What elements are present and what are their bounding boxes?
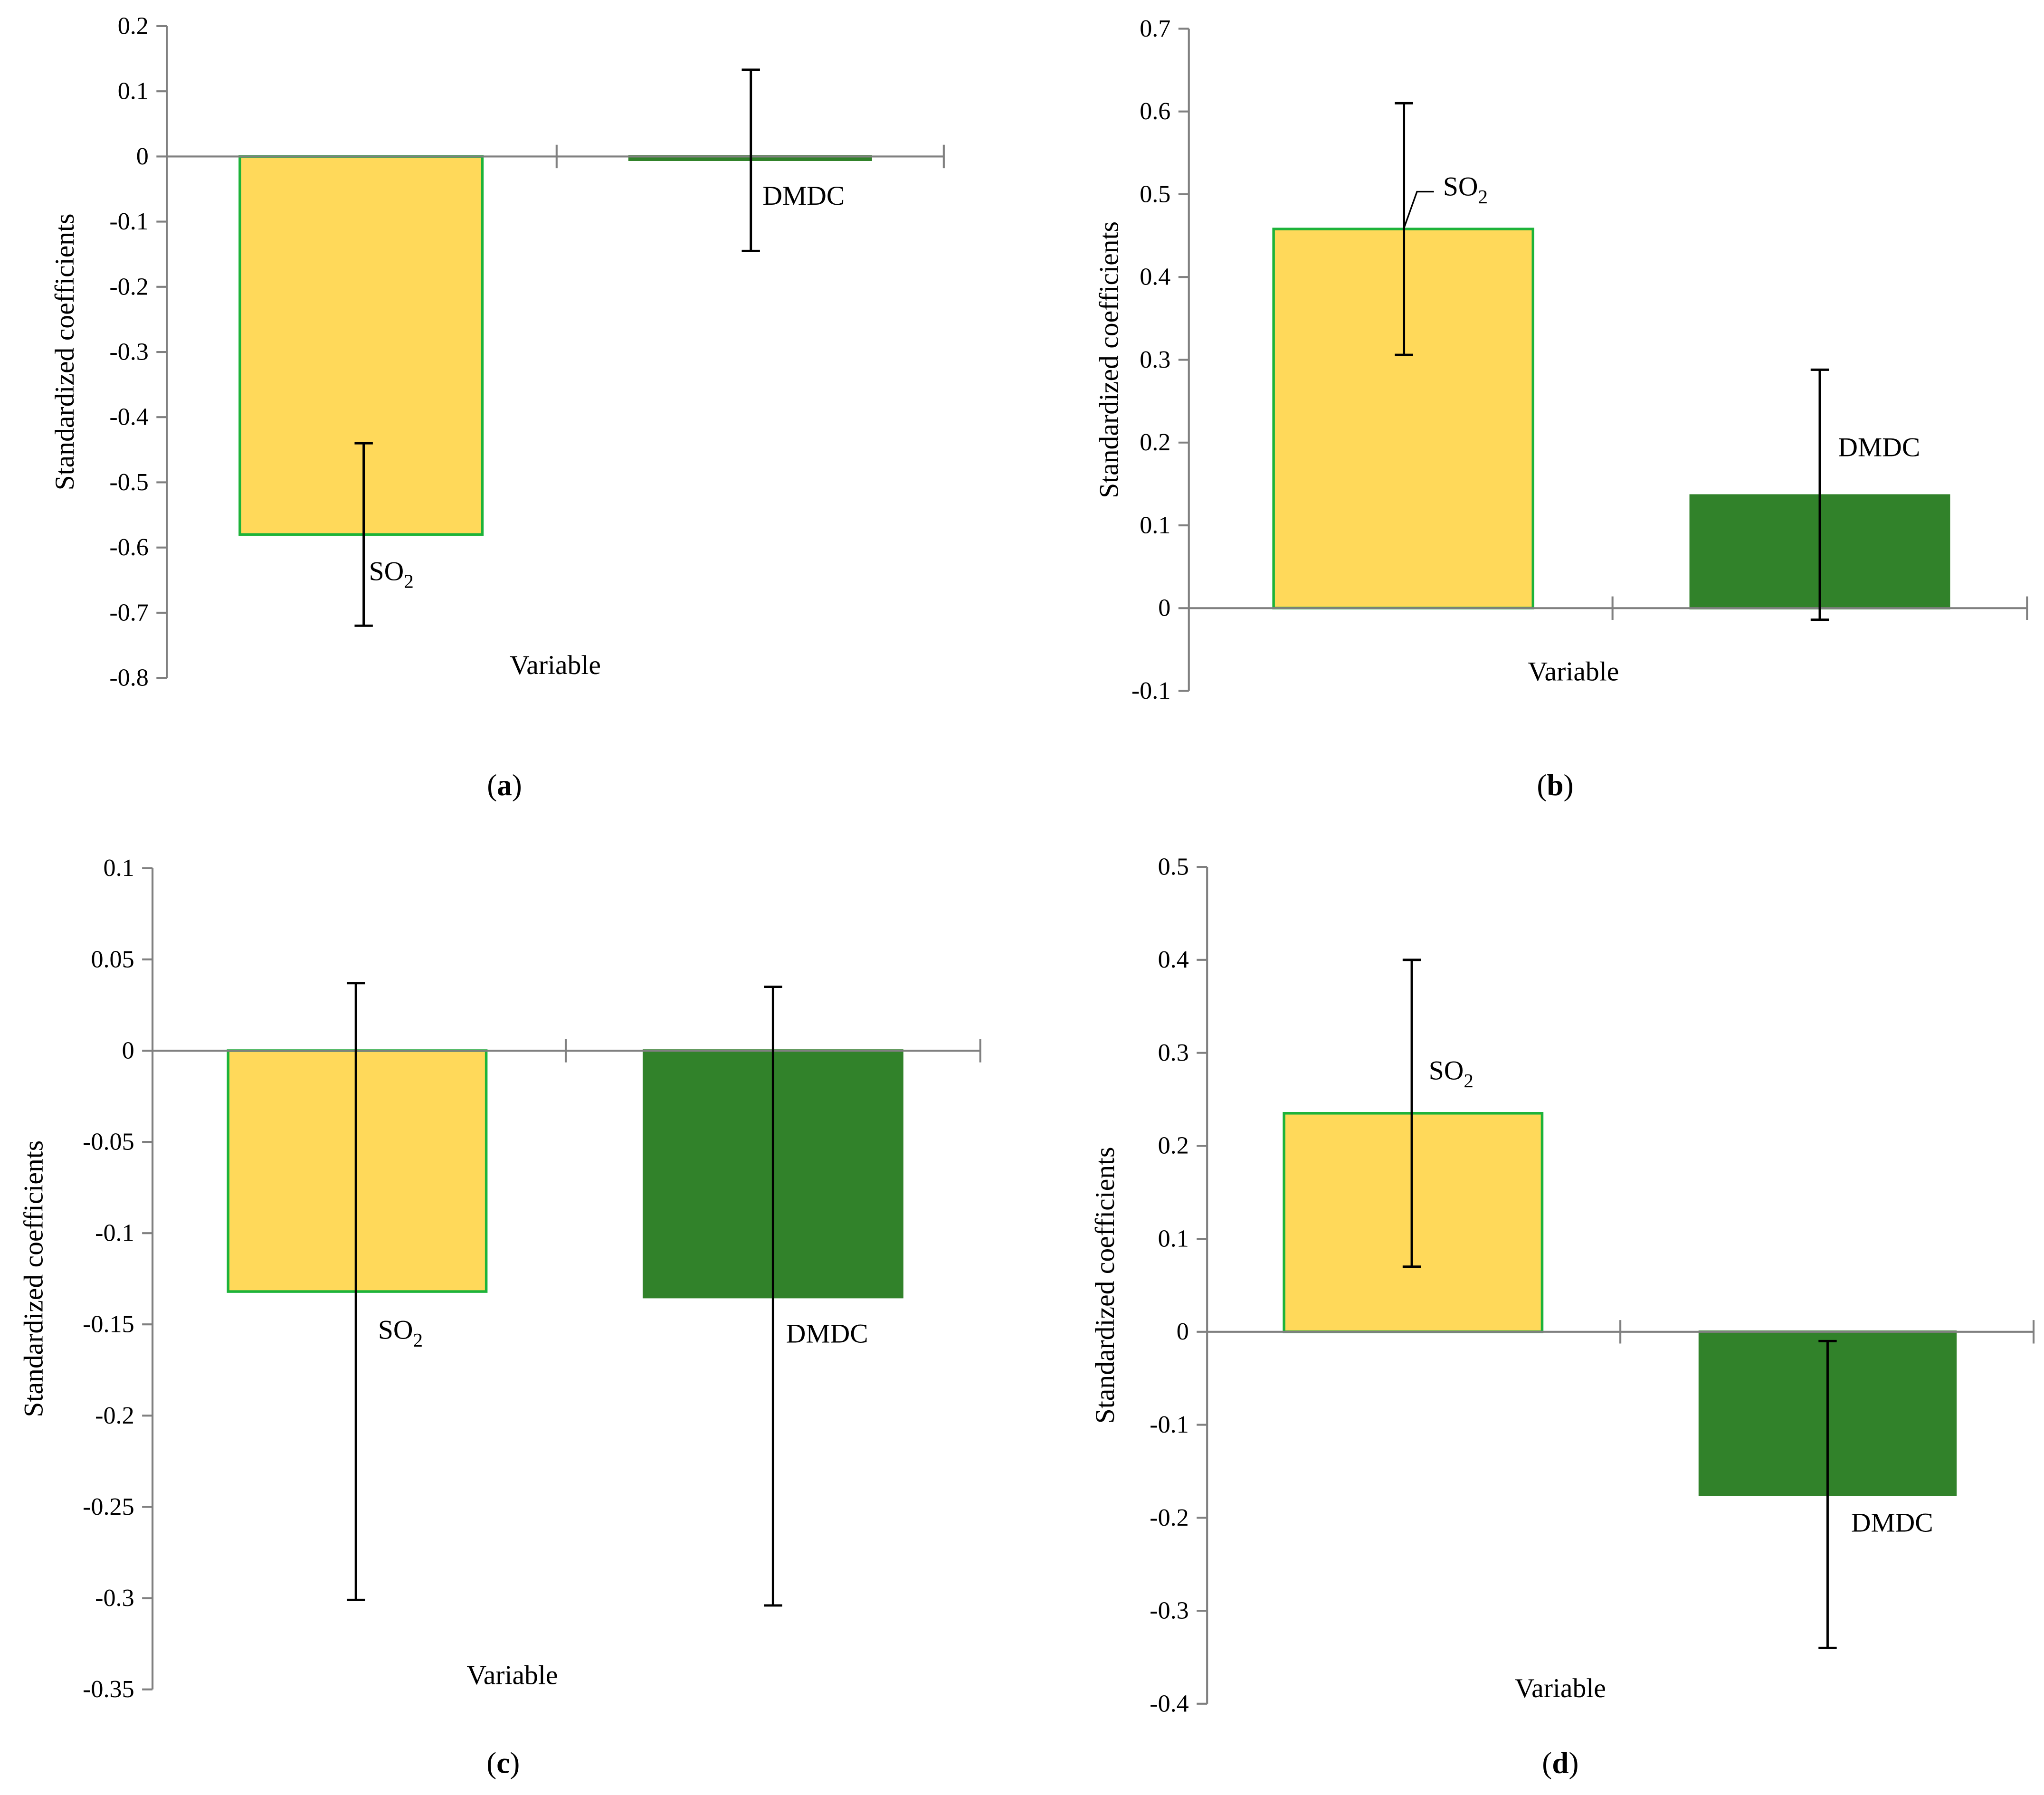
y-tick-label: -0.1	[1131, 677, 1171, 704]
data-label-dmdc: DMDC	[1851, 1508, 1933, 1538]
y-tick-label: 0.2	[118, 12, 149, 39]
y-tick-label: -0.6	[109, 534, 149, 561]
data-label-dmdc: DMDC	[762, 181, 845, 211]
data-label-dmdc: DMDC	[1838, 433, 1920, 463]
label-leader-line	[1403, 190, 1434, 228]
y-tick-label: -0.05	[83, 1129, 134, 1156]
data-label-so2: SO2	[1443, 172, 1488, 208]
y-tick-label: 0.4	[1140, 264, 1170, 291]
data-label-so2: SO2	[1429, 1055, 1474, 1091]
y-tick-label: 0	[122, 1037, 134, 1064]
y-tick-label: -0.1	[1150, 1411, 1189, 1438]
chart-panel-c: 0.1 0.05 0 -0.05 -0.1 -0.15 -0.2 -0.25 -0.3 -0.35…	[19, 855, 981, 1779]
y-tick-label: 0	[1158, 595, 1170, 622]
y-tick-label: -0.2	[95, 1402, 134, 1429]
data-label-so2: SO2	[378, 1315, 423, 1350]
y-tick-label: -0.4	[109, 404, 149, 431]
y-axis-label: Standardized coefficients	[50, 214, 80, 491]
y-tick-label: 0.4	[1158, 946, 1189, 973]
y-tick-label: -0.2	[109, 273, 149, 300]
bar-so2	[1283, 1112, 1544, 1333]
chart-panel-b: 0.7 0.6 0.5 0.4 0.3 0.2 0.1 0 -0.1 SO2 DMDC Standar…	[1094, 15, 2028, 802]
panel-caption: (c)	[486, 1746, 520, 1779]
bar-so2	[227, 1049, 488, 1293]
chart-panel-a: 0.2 0.1 0 -0.1 -0.2 -0.3 -0.4 -0.5 -0.6 -0.7 -0.8 S…	[50, 12, 945, 802]
x-axis-label: Variable	[510, 650, 601, 680]
y-tick-label: 0.05	[91, 946, 134, 973]
y-tick-label: 0.2	[1140, 429, 1170, 456]
bar-so2	[238, 155, 484, 536]
y-tick-label: 0.7	[1140, 15, 1170, 42]
y-tick-label: 0.1	[1140, 512, 1170, 539]
y-tick-label: -0.35	[83, 1676, 134, 1703]
data-label-dmdc: DMDC	[786, 1319, 868, 1349]
panel-caption: (a)	[487, 769, 522, 802]
y-tick-label: -0.3	[109, 338, 149, 365]
y-tick-label: 0.3	[1140, 346, 1170, 373]
x-axis-label: Variable	[467, 1661, 558, 1691]
y-tick-label: 0	[1177, 1318, 1189, 1345]
y-tick-label: 0	[136, 143, 149, 170]
data-label-so2: SO2	[369, 556, 414, 592]
panel-caption: (b)	[1537, 769, 1573, 802]
y-tick-label: 0.3	[1158, 1039, 1189, 1066]
y-tick-label: -0.15	[83, 1311, 134, 1338]
y-tick-label: 0.6	[1140, 98, 1170, 125]
y-tick-label: 0.5	[1140, 180, 1170, 208]
y-tick-label: -0.1	[95, 1220, 134, 1247]
y-tick-label: -0.25	[83, 1493, 134, 1520]
y-tick-label: -0.3	[1150, 1597, 1189, 1624]
x-axis-label: Variable	[1515, 1673, 1606, 1703]
y-axis-label: Standardized coefficients	[1090, 1147, 1120, 1424]
y-tick-label: -0.3	[95, 1585, 134, 1612]
panel-caption: (d)	[1542, 1746, 1578, 1779]
y-tick-label: -0.5	[109, 469, 149, 496]
x-axis-label: Variable	[1528, 657, 1619, 687]
y-tick-label: 0.1	[104, 855, 134, 882]
y-axis-label: Standardized coefficients	[19, 1140, 48, 1417]
y-tick-label: -0.4	[1150, 1690, 1189, 1717]
y-tick-label: 0.1	[1158, 1225, 1189, 1253]
chart-panel-d: 0.5 0.4 0.3 0.2 0.1 0 -0.1 -0.2 -0.3 -0.4 SO2 DMDC S…	[1090, 853, 2035, 1779]
y-tick-label: 0.5	[1158, 853, 1189, 880]
y-tick-label: -0.2	[1150, 1504, 1189, 1531]
y-tick-label: 0.2	[1158, 1132, 1189, 1159]
y-tick-label: -0.8	[109, 665, 149, 692]
y-tick-label: -0.7	[109, 599, 149, 626]
y-axis-label: Standardized coefficients	[1094, 221, 1124, 498]
y-tick-label: 0.1	[118, 78, 149, 105]
y-tick-label: -0.1	[109, 208, 149, 235]
